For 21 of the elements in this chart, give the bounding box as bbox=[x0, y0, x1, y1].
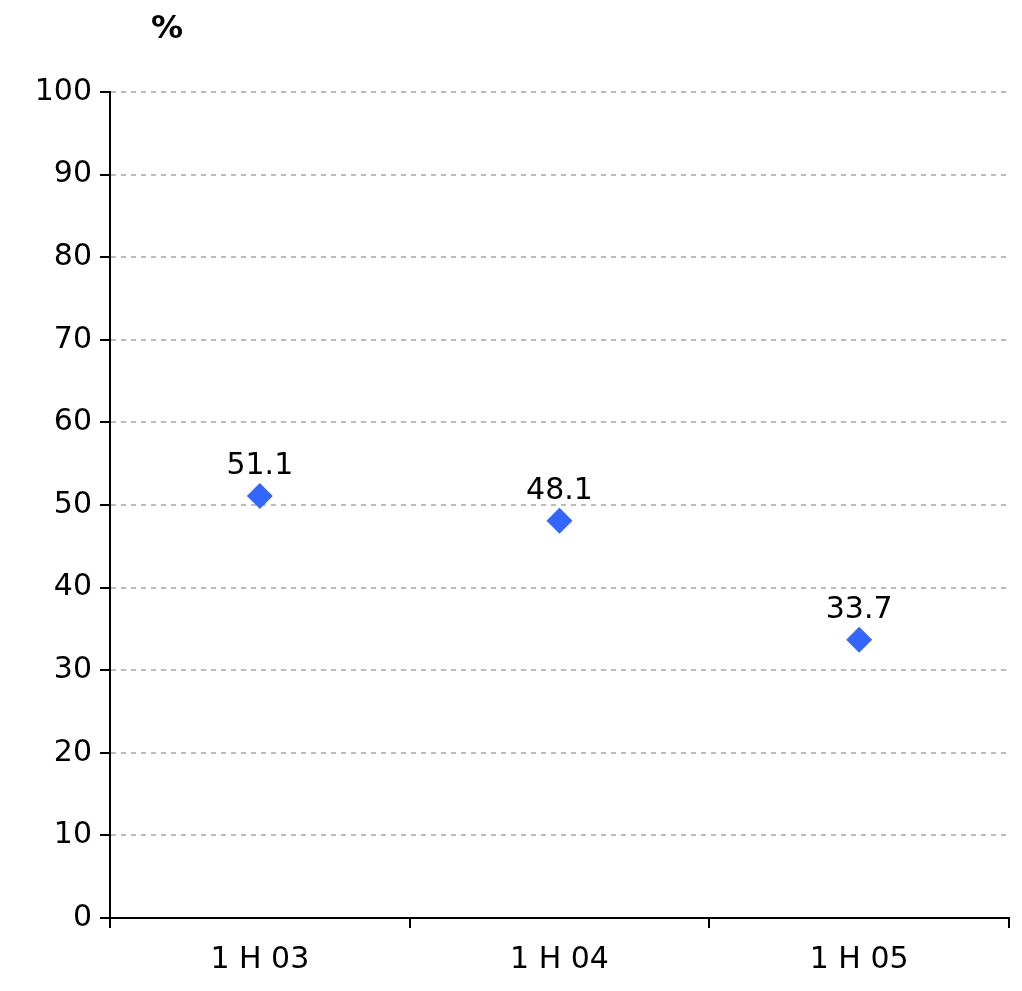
y-tick-label: 70 bbox=[53, 319, 92, 355]
data-label: 48.1 bbox=[526, 470, 593, 506]
point bbox=[846, 626, 873, 653]
y-tick-label: 20 bbox=[53, 732, 92, 768]
y-tick-label: 100 bbox=[34, 71, 92, 107]
y-axis-title: % bbox=[150, 8, 184, 47]
y-tick-label: 50 bbox=[53, 484, 92, 520]
y-tick-label: 60 bbox=[53, 402, 92, 438]
data-label: 33.7 bbox=[825, 589, 893, 625]
y-tick-label: 30 bbox=[53, 650, 92, 685]
x-tick-label: 1 H 04 bbox=[510, 939, 609, 975]
point bbox=[246, 482, 273, 509]
y-tick-label: 0 bbox=[72, 897, 92, 933]
x-tick-label: 1 H 05 bbox=[809, 939, 909, 975]
data-label: 51.1 bbox=[226, 445, 294, 481]
y-tick-label: 10 bbox=[53, 815, 92, 851]
y-tick-label: 40 bbox=[53, 567, 92, 603]
y-tick-label: 80 bbox=[53, 237, 92, 272]
point bbox=[546, 507, 573, 534]
y-tick-label: 90 bbox=[53, 154, 92, 190]
x-tick-label: 1 H 03 bbox=[210, 939, 310, 975]
